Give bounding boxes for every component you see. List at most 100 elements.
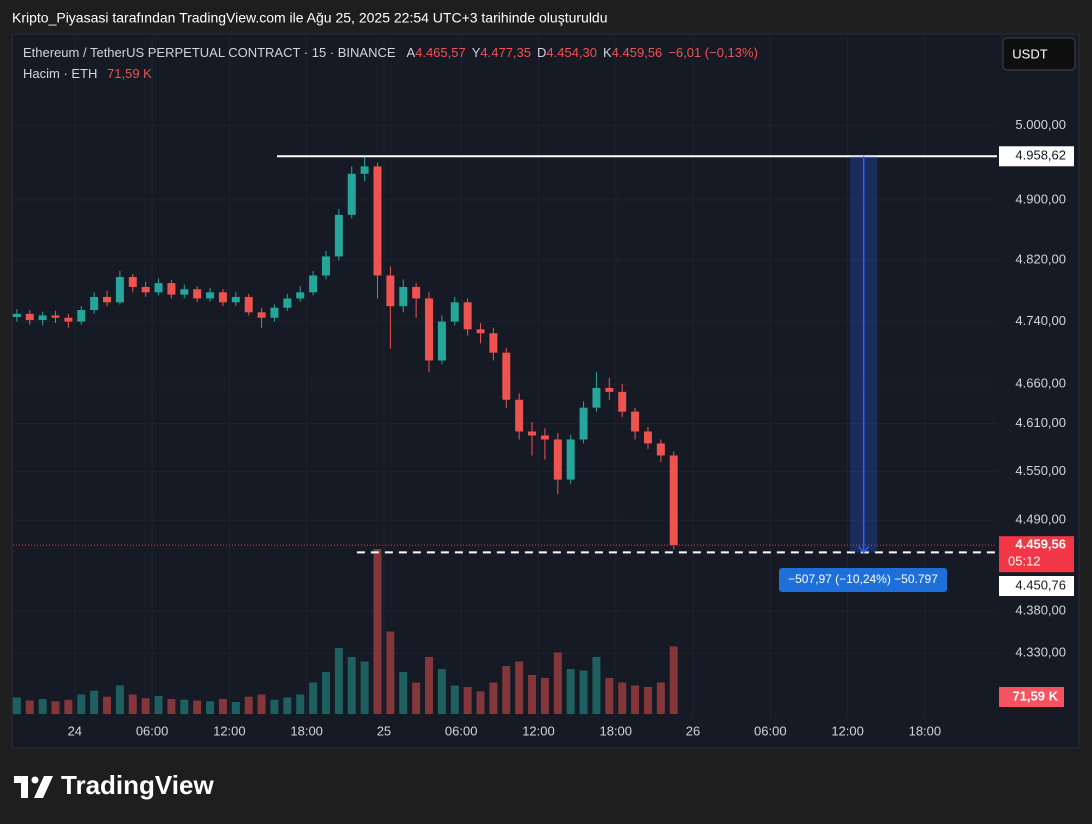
candle-body [103, 296, 112, 303]
x-tick-label: 06:00 [754, 723, 787, 738]
volume-bar [425, 657, 434, 714]
candle-body [206, 292, 215, 299]
volume-bar [605, 678, 614, 714]
volume-bar [540, 678, 549, 714]
volume-bar [515, 661, 524, 714]
candle-body [399, 286, 408, 307]
candle-layer [12, 156, 678, 550]
candle-body [244, 296, 253, 313]
volume-bar [476, 691, 485, 714]
volume-bar [64, 699, 73, 714]
candle-body [425, 298, 434, 361]
candle-body [386, 275, 395, 307]
volume-layer [12, 549, 678, 714]
volume-bar [631, 685, 640, 714]
x-tick-label: 06:00 [136, 723, 169, 738]
candle-body [566, 439, 575, 480]
volume-bar [579, 670, 588, 714]
y-tick-label: 4.490,00 [1015, 512, 1066, 527]
volume-bar [167, 699, 176, 714]
volume-bar [180, 699, 189, 714]
brand-name: TradingView [61, 770, 214, 800]
candle-body [90, 296, 99, 311]
y-tick-label: 5.000,00 [1015, 117, 1066, 132]
volume-bar [51, 701, 60, 714]
x-tick-label: 12:00 [831, 723, 864, 738]
candle-body [257, 312, 266, 318]
measure-arrow-head [858, 545, 870, 554]
candle-body [154, 283, 163, 293]
y-tick-label: 4.740,00 [1015, 313, 1066, 328]
ohlc-change: −6,01 (−0,13%) [668, 45, 758, 60]
volume-bar [257, 694, 266, 714]
y-tick-label: 4.660,00 [1015, 375, 1066, 390]
candle-body [141, 286, 150, 293]
price-badge [999, 146, 1074, 167]
high-line-label: 4.958,62 [1015, 148, 1066, 163]
currency-label[interactable]: USDT [1012, 46, 1047, 61]
y-tick-label: 4.550,00 [1015, 463, 1066, 478]
candle-body [128, 277, 137, 287]
y-tick-label: 4.820,00 [1015, 252, 1066, 267]
candle-body [334, 214, 343, 257]
candle-body [463, 302, 472, 330]
candle-body [450, 302, 459, 322]
volume-bar [399, 672, 408, 714]
logo-mark [34, 776, 53, 798]
brand-logo [14, 776, 53, 798]
y-tick-label: 4.900,00 [1015, 191, 1066, 206]
volume-bar [12, 697, 21, 714]
measure-badge [779, 568, 947, 592]
candle-body [489, 333, 498, 353]
x-tick-label: 18:00 [909, 723, 942, 738]
price-badge [999, 536, 1074, 573]
ohlc-key: Y [472, 45, 481, 60]
candle-body [218, 292, 227, 303]
logo-mark [14, 776, 28, 798]
volume-bar [77, 694, 86, 714]
ohlc-value: 4.477,35 [480, 45, 531, 60]
volume-bar [618, 682, 627, 714]
currency-button[interactable] [1002, 37, 1076, 71]
candle-body [12, 313, 21, 317]
volume-bar [386, 631, 395, 714]
candle-body [38, 315, 47, 321]
volume-bar [347, 657, 356, 714]
candle-body [309, 275, 318, 293]
candle-body [631, 411, 640, 432]
volume-bar [25, 700, 34, 714]
x-tick-label: 26 [686, 723, 700, 738]
volume-bar [38, 699, 47, 714]
countdown-label: 05:12 [1008, 554, 1041, 569]
price-badge [999, 576, 1074, 596]
candle-body [592, 387, 601, 408]
volume-bar [643, 687, 652, 714]
volume-bar [373, 549, 382, 714]
candle-body [360, 166, 369, 174]
ohlc-value: 4.454,30 [546, 45, 597, 60]
measure-label: −507,97 (−10,24%) −50.797 [788, 572, 938, 586]
volume-bar [502, 666, 511, 714]
volume-bar [669, 646, 678, 714]
candle-body [25, 313, 34, 321]
last-price-label: 4.459,56 [1015, 537, 1066, 552]
volume-bar [360, 661, 369, 714]
candle-body [231, 296, 240, 303]
x-tick-label: 18:00 [599, 723, 632, 738]
candle-body [515, 399, 524, 432]
candle-body [528, 431, 537, 436]
chart-panel [11, 33, 1080, 749]
overlay-layer: 4.958,62 4.459,56 05:12 4.450,76 −507,97 (−1… [13, 146, 1074, 707]
grid: 5.000,00 4.900,00 4.820,00 4.740,00 4.660,00… [13, 36, 1066, 738]
volume-bar [128, 694, 137, 714]
candle-body [579, 407, 588, 440]
ohlc-value: 4.465,57 [415, 45, 466, 60]
target-line-label: 4.450,76 [1015, 577, 1066, 592]
x-tick-label: 25 [377, 723, 391, 738]
volume-bar [321, 672, 330, 714]
volume-bar [244, 696, 253, 714]
volume-bar [154, 696, 163, 714]
candle-body [502, 352, 511, 400]
volume-bar [115, 685, 124, 714]
